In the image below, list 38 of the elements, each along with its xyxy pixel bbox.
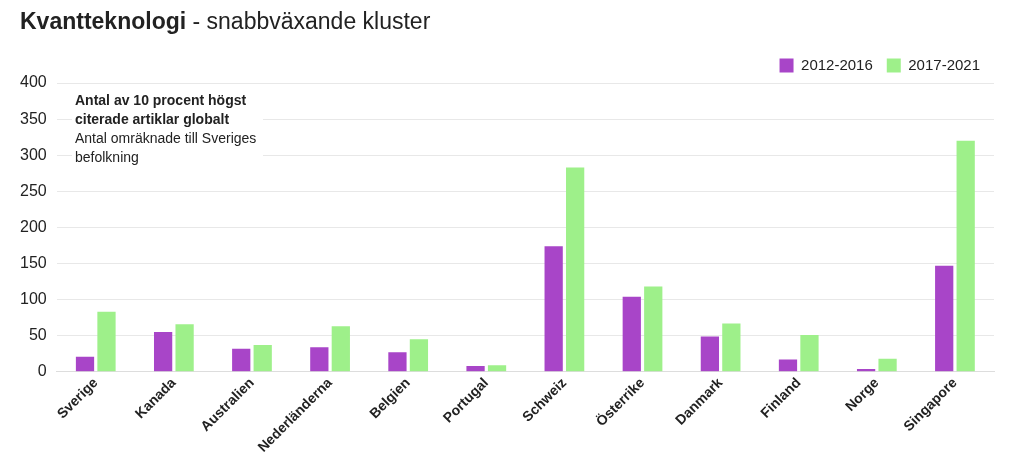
bar <box>331 326 350 372</box>
bar <box>935 265 954 372</box>
bar <box>622 296 641 372</box>
bar <box>487 365 507 372</box>
y-tick-label: 200 <box>19 217 47 235</box>
annotation: Antal omräknade till Sveriges befolkning <box>75 129 258 167</box>
bar <box>566 167 585 372</box>
bar <box>956 140 975 372</box>
bar <box>153 332 173 372</box>
chart-title: Kvantteknologi <box>20 8 187 34</box>
y-tick-label: 250 <box>19 181 47 199</box>
y-tick-label: 150 <box>19 253 47 271</box>
bar <box>878 358 897 372</box>
bar <box>253 345 272 372</box>
bar <box>388 352 407 372</box>
bar <box>175 324 194 372</box>
bar <box>778 359 798 372</box>
y-tick-label: 400 <box>19 73 47 91</box>
bar <box>466 366 485 372</box>
bar <box>644 286 663 372</box>
bar <box>75 356 95 372</box>
bar <box>409 339 429 372</box>
bar <box>97 311 116 372</box>
bar <box>232 348 251 372</box>
legend-label: 2017-2021 <box>908 55 980 73</box>
y-tick-label: 350 <box>19 109 47 127</box>
y-tick-label: 50 <box>28 326 47 344</box>
bar <box>700 336 720 372</box>
y-tick-label: 300 <box>19 145 47 163</box>
y-tick-label: 100 <box>19 290 47 308</box>
chart-subtitle: - snabbväxande kluster <box>191 8 431 34</box>
annotation: Antal av 10 procent högst citerade artiklar globalt <box>75 91 248 129</box>
bar <box>310 347 329 372</box>
bar <box>800 334 819 372</box>
bar <box>544 246 563 372</box>
legend-label: 2012-2016 <box>801 55 873 73</box>
y-tick-label: 0 <box>37 362 47 380</box>
bar <box>722 323 741 372</box>
